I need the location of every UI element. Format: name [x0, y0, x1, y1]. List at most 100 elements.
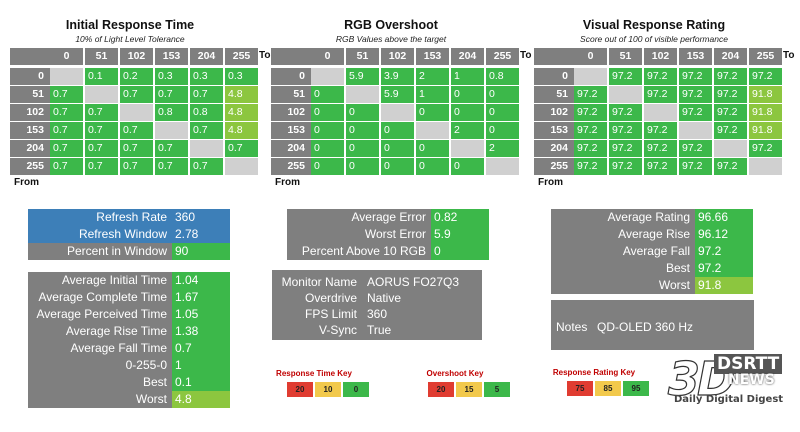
grid-cell: 97.2 — [749, 68, 782, 85]
panel-row: Worst 91.8 — [551, 277, 753, 294]
grid-cell — [451, 140, 484, 157]
row-header: 51 — [10, 86, 50, 103]
grid-cell: 0 — [311, 158, 344, 175]
grid-cell — [644, 104, 677, 121]
grid-cell: 97.2 — [644, 122, 677, 139]
grid-cell: 4.8 — [225, 122, 258, 139]
grid-cell: 91.8 — [749, 122, 782, 139]
panel-row-label: Average Perceived Time — [28, 306, 172, 323]
column-header: 51 — [609, 48, 642, 65]
grid-cell: 1 — [451, 68, 484, 85]
grid-cell: 0 — [416, 158, 449, 175]
grid-cell: 0 — [381, 140, 414, 157]
monitor-row-value: AORUS FO27Q3 — [367, 275, 460, 289]
grid-cell: 97.2 — [679, 104, 712, 121]
panel-row-value: 0 — [431, 243, 489, 260]
panel-row-label: Best — [551, 260, 695, 277]
monitor-row-label: V-Sync — [318, 323, 357, 337]
grid-cell — [120, 104, 153, 121]
grid-cell: 0 — [451, 86, 484, 103]
grid-cell: 0 — [346, 104, 379, 121]
3dnews-logo: 3D DSRTT NEWS Daily Digital Digest — [667, 351, 786, 412]
key-swatch: 75 — [567, 381, 593, 396]
key-swatch: 20 — [428, 382, 454, 397]
panel-row-value: 97.2 — [695, 260, 753, 277]
row-header: 102 — [534, 104, 574, 121]
panel-row: Percent in Window 90 — [28, 243, 230, 260]
panel-row: Percent Above 10 RGB 0 — [287, 243, 489, 260]
rgb-overshoot-title: RGB Overshoot — [344, 18, 438, 32]
grid-cell — [85, 86, 118, 103]
grid-cell: 0.7 — [50, 122, 83, 139]
panel-row: Average Rating 96.66 — [551, 209, 753, 226]
panel-row-label: Average Rise Time — [28, 323, 172, 340]
grid-cell: 0.7 — [85, 140, 118, 157]
grid-cell: 0 — [311, 122, 344, 139]
monitor-row-value: 360 — [367, 307, 388, 321]
row-header: 204 — [10, 140, 50, 157]
panel-row-value: 5.9 — [431, 226, 489, 243]
key-swatch: 10 — [315, 382, 341, 397]
monitor-panel-bg — [272, 270, 482, 340]
grid-cell: 97.2 — [679, 86, 712, 103]
grid-cell: 4.8 — [225, 86, 258, 103]
grid-cell — [714, 140, 747, 157]
grid-cell: 0 — [381, 122, 414, 139]
grid-cell: 0.7 — [120, 122, 153, 139]
notes-label: Notes — [556, 320, 588, 334]
panel-row: Best 97.2 — [551, 260, 753, 277]
panel-row-value: 1.05 — [172, 306, 230, 323]
panel-row-value: 360 — [172, 209, 230, 226]
column-header: 255 — [225, 48, 258, 65]
grid-cell: 0 — [486, 86, 519, 103]
grid-cell: 97.2 — [609, 122, 642, 139]
panel-row-value: 1.38 — [172, 323, 230, 340]
from-label: From — [14, 177, 39, 188]
grid-cell — [609, 86, 642, 103]
row-header: 0 — [271, 68, 311, 85]
grid-cell: 0.3 — [155, 68, 188, 85]
panel-row-label: Best — [28, 374, 172, 391]
grid-cell: 0 — [451, 104, 484, 121]
notes-panel: Notes QD-OLED 360 Hz — [551, 300, 754, 350]
grid-cell: 97.2 — [714, 68, 747, 85]
grid-cell: 0.7 — [155, 140, 188, 157]
grid-cell: 91.8 — [749, 104, 782, 121]
grid-cell: 1 — [416, 86, 449, 103]
grid-cell: 0 — [486, 122, 519, 139]
panel-row-label: 0-255-0 — [28, 357, 172, 374]
panel-row: Refresh Window 2.78 — [28, 226, 230, 243]
grid-cell: 0 — [311, 140, 344, 157]
grid-cell: 0 — [311, 86, 344, 103]
grid-cell — [679, 122, 712, 139]
initial-response-title: Initial Response Time — [65, 18, 195, 32]
grid-cell: 97.2 — [714, 122, 747, 139]
row-header: 255 — [534, 158, 574, 175]
panel-row-value: 1 — [172, 357, 230, 374]
row-header: 255 — [271, 158, 311, 175]
grid-cell: 0 — [451, 158, 484, 175]
column-header: 0 — [311, 48, 344, 65]
row-header: 102 — [271, 104, 311, 121]
panel-row-label: Average Rating — [551, 209, 695, 226]
grid-cell: 97.2 — [609, 104, 642, 121]
grid-cell: 0.7 — [190, 122, 223, 139]
grid-cell: 2 — [486, 140, 519, 157]
key-swatch: 20 — [287, 382, 313, 397]
panel-row: Worst 4.8 — [28, 391, 230, 408]
grid-cell: 0 — [486, 104, 519, 121]
grid-cell: 0.7 — [85, 122, 118, 139]
grid-cell — [416, 122, 449, 139]
panel-row: Average Rise Time 1.38 — [28, 323, 230, 340]
grid-cell: 0.8 — [155, 104, 188, 121]
row-header: 204 — [271, 140, 311, 157]
row-header: 153 — [10, 122, 50, 139]
panel-row: Average Fall 97.2 — [551, 243, 753, 260]
panel-row: Best 0.1 — [28, 374, 230, 391]
grid-cell: 97.2 — [679, 140, 712, 157]
panel-row-value: 96.66 — [695, 209, 753, 226]
grid-cell — [574, 68, 607, 85]
grid-cell: 97.2 — [644, 140, 677, 157]
grid-cell: 97.2 — [574, 122, 607, 139]
grid-cell: 0 — [416, 140, 449, 157]
